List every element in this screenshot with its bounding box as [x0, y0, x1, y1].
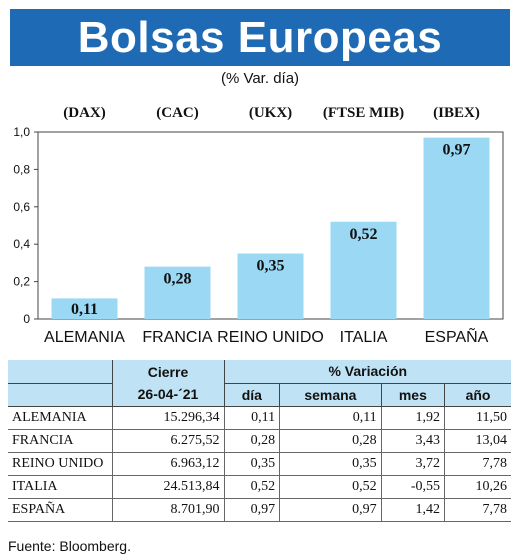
row-country: ALEMANIA: [8, 406, 112, 430]
row-country: ITALIA: [8, 475, 112, 499]
source-note: Fuente: Bloomberg.: [8, 538, 131, 554]
bar-value-label: 0,11: [71, 301, 98, 318]
category-label: ESPAÑA: [425, 326, 489, 346]
table-row: ESPAÑA 8.701,90 0,97 0,97 1,42 7,78: [8, 498, 511, 522]
row-country: REINO UNIDO: [8, 452, 112, 476]
chart-title: Bolsas Europeas: [77, 12, 443, 62]
title-banner: Bolsas Europeas: [10, 9, 510, 66]
cell-dia: 0,35: [223, 452, 280, 476]
header-cierre: Cierre: [111, 360, 224, 383]
cell-ano: 11,50: [444, 406, 511, 430]
chart-subtitle: (% Var. día): [220, 70, 300, 87]
cell-cierre: 15.296,34: [111, 406, 224, 430]
row-country: FRANCIA: [8, 429, 112, 453]
cell-semana: 0,35: [279, 452, 382, 476]
cell-dia: 0,97: [223, 498, 280, 522]
cell-ano: 7,78: [444, 452, 511, 476]
y-tick-label: 1,0: [13, 125, 30, 139]
cell-semana: 0,28: [279, 429, 382, 453]
cell-mes: 3,72: [380, 452, 445, 476]
header-variacion: % Variación: [223, 360, 511, 384]
bar: [144, 266, 211, 319]
category-label: ITALIA: [340, 329, 388, 346]
bar-value-label: 0,28: [164, 271, 192, 288]
cell-ano: 13,04: [444, 429, 511, 453]
cell-cierre: 8.701,90: [111, 498, 224, 522]
bar: [330, 221, 397, 319]
bar-value-label: 0,35: [257, 258, 285, 275]
data-table: Cierre % Variación 26-04-´21 día semana …: [8, 360, 511, 522]
header-col-semana: semana: [279, 383, 382, 407]
table-header-row-2: 26-04-´21 día semana mes año: [8, 383, 511, 407]
header-blank: [8, 360, 112, 384]
cell-mes: 3,43: [380, 429, 445, 453]
index-label: (FTSE MIB): [323, 105, 404, 121]
cell-semana: 0,52: [279, 475, 382, 499]
bar-value-label: 0,97: [443, 142, 471, 159]
cell-ano: 10,26: [444, 475, 511, 499]
index-label: (IBEX): [433, 105, 480, 121]
bar-value-label: 0,52: [350, 226, 378, 243]
cell-dia: 0,11: [223, 406, 280, 430]
category-label: FRANCIA: [142, 329, 213, 346]
cell-semana: 0,97: [279, 498, 382, 522]
y-tick-label: 0,4: [13, 237, 30, 251]
index-label: (UKX): [249, 105, 292, 121]
cell-ano: 7,78: [444, 498, 511, 522]
y-tick-label: 0,8: [13, 162, 30, 176]
cell-cierre: 24.513,84: [111, 475, 224, 499]
cell-mes: -0,55: [380, 475, 445, 499]
cell-mes: 1,42: [380, 498, 445, 522]
table-row: FRANCIA 6.275,52 0,28 0,28 3,43 13,04: [8, 429, 511, 453]
header-blank-2: [8, 383, 112, 407]
table-header-row-1: Cierre % Variación: [8, 360, 511, 384]
header-col-dia: día: [223, 383, 280, 407]
bar-chart: 0 0,2 0,4 0,6 0,8 1,0 (DAX) 0,11 ALEMANIA (CAC) 0,…: [13, 105, 504, 346]
table-row: ITALIA 24.513,84 0,52 0,52 -0,55 10,26: [8, 475, 511, 499]
bar: [237, 253, 304, 319]
table-row: REINO UNIDO 6.963,12 0,35 0,35 3,72 7,78: [8, 452, 511, 476]
bar: [51, 298, 118, 319]
y-tick-label: 0: [23, 312, 30, 326]
header-col-mes: mes: [380, 383, 445, 407]
cell-cierre: 6.963,12: [111, 452, 224, 476]
index-label: (CAC): [156, 105, 199, 121]
index-label: (DAX): [63, 105, 106, 121]
header-col-ano: año: [444, 383, 511, 407]
row-country: ESPAÑA: [8, 498, 112, 522]
cell-dia: 0,52: [223, 475, 280, 499]
header-date: 26-04-´21: [111, 383, 224, 407]
cell-cierre: 6.275,52: [111, 429, 224, 453]
cell-semana: 0,11: [279, 406, 382, 430]
bar: [423, 137, 490, 319]
y-tick-label: 0,6: [13, 200, 30, 214]
y-tick-label: 0,2: [13, 275, 30, 289]
category-label: ALEMANIA: [44, 329, 125, 346]
table-row: ALEMANIA 15.296,34 0,11 0,11 1,92 11,50: [8, 406, 511, 430]
cell-dia: 0,28: [223, 429, 280, 453]
cell-mes: 1,92: [380, 406, 445, 430]
category-label: REINO UNIDO: [217, 329, 324, 346]
